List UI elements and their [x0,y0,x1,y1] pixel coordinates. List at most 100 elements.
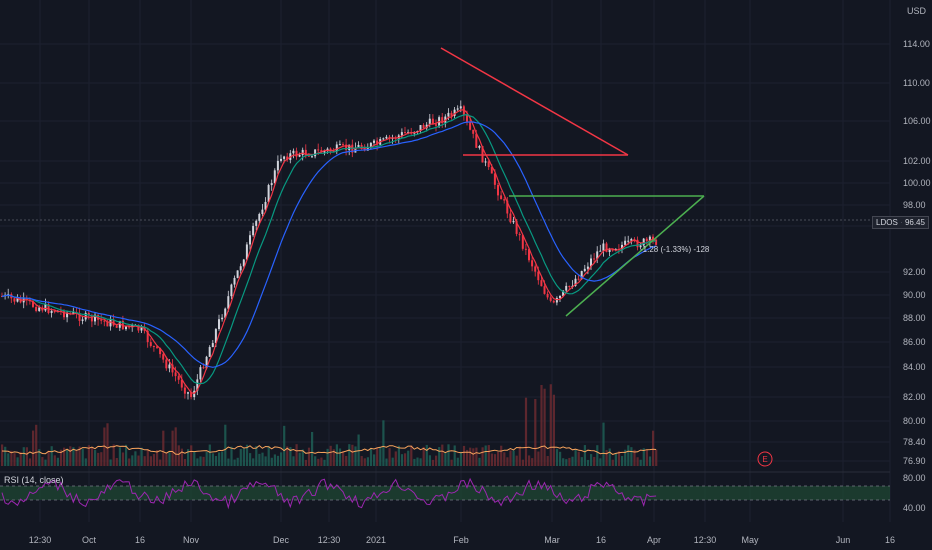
volume-bar-53 [165,452,168,466]
candle-89 [276,155,279,175]
volume-bar-25 [78,446,81,466]
volume-bar-86 [267,445,270,466]
ma-slow-line [1,121,657,368]
ma-fast-line [1,109,657,395]
rsi-indicator-label[interactable]: RSI (14, close) [4,475,64,485]
time-tick-14: 16 [885,535,895,545]
currency-label: USD [906,6,926,16]
volume-bar-66 [205,451,208,466]
volume-bar-196 [608,448,611,466]
time-axis[interactable]: 12:30 Oct 16 Nov Dec 12:30 2021 Feb Mar 16 Apr 12:3… [29,535,895,545]
volume-bar-159 [493,454,497,466]
volume-bar-195 [605,450,608,466]
volume-bar-89 [276,455,280,466]
candle-161 [500,191,503,200]
candle-146 [453,106,456,119]
volume-bar-135 [419,458,422,466]
candle-61 [190,388,193,400]
volume-bar-28 [87,445,90,466]
volume-bar-90 [280,452,283,466]
volume-bar-104 [323,459,326,466]
candle-34 [106,319,109,327]
grid-lines [0,0,891,522]
candle-76 [236,270,239,279]
volume-bar-57 [177,445,180,466]
candle-2 [7,288,10,299]
volume-bar-42 [131,455,134,466]
candle-8 [25,295,28,306]
candle-15 [47,301,50,315]
price-tick-3: 102.00 [903,156,931,166]
trendlines[interactable] [440,47,705,317]
volume-bar-102 [317,458,320,466]
volume-bar-157 [487,445,490,466]
volume-bar-160 [497,451,500,466]
candle-160 [497,183,499,201]
volume-bar-6 [19,451,22,466]
candle-63 [196,374,199,396]
volume-bar-124 [385,458,388,466]
volume-bar-199 [617,451,621,466]
candle-182 [565,282,568,293]
volume-bar-198 [614,453,617,466]
time-tick-5: 12:30 [318,535,341,545]
trendline-red-0[interactable] [440,47,629,156]
volume-bar-23 [72,447,75,466]
candle-85 [264,197,267,213]
volume-bar-56 [174,427,177,466]
candle-97 [301,147,304,161]
volume-bar-129 [400,454,404,466]
volume-bar-191 [593,456,596,466]
volume-bar-166 [515,455,518,466]
volume-bar-20 [63,447,66,466]
volume-bar-88 [273,454,276,466]
volume-bar-29 [90,446,94,466]
volume-bar-80 [249,453,252,466]
volume-bar-108 [335,444,338,466]
last-price-tag: LDOS · 96.45 [872,216,929,229]
rsi-tick-1: 40.00 [903,503,926,513]
trendline-green-3[interactable] [565,195,705,317]
candle-200 [621,241,623,254]
candle-48 [149,338,152,348]
volume-bar-48 [149,456,152,466]
price-tick-10: 86.00 [903,337,926,347]
price-tick-7: 92.00 [903,267,926,277]
volume-bar-189 [586,459,590,466]
volume-bar-33 [103,427,106,466]
volume-bar-50 [156,450,159,466]
volume-bar-113 [351,444,354,466]
volume-bar-181 [562,458,565,466]
time-tick-0: 12:30 [29,535,52,545]
candle-70 [218,314,220,331]
candle-86 [267,183,270,203]
volume-bar-17 [53,455,56,466]
volume-bar-203 [630,447,633,466]
volume-bar-174 [540,385,543,466]
candle-33 [103,319,106,327]
candle-170 [528,247,530,263]
volume-bar-63 [196,458,199,466]
volume-bar-194 [602,422,605,466]
volume-bar-163 [506,457,509,466]
volume-bar-101 [314,456,317,466]
volume-bar-127 [394,451,397,466]
volume-bar-70 [218,452,221,466]
volume-bar-107 [332,449,335,466]
candle-179 [555,296,558,306]
volume-bar-165 [512,450,515,466]
earnings-event-marker[interactable] [757,451,773,467]
volume-bar-190 [590,454,593,466]
volume-bar-62 [193,451,196,466]
volume-bar-39 [121,452,125,466]
volume-bar-123 [382,420,385,466]
volume-bar-40 [125,444,128,466]
volume-bar-21 [66,448,69,466]
price-axis[interactable]: 114.00110.00106.00102.00100.0098.0094.00… [903,39,931,513]
price-separator: · [900,218,903,227]
volume-bar-140 [435,455,438,466]
volume-bar-35 [109,459,112,466]
volume-bar-197 [611,459,614,466]
volume-bar-131 [407,450,410,466]
